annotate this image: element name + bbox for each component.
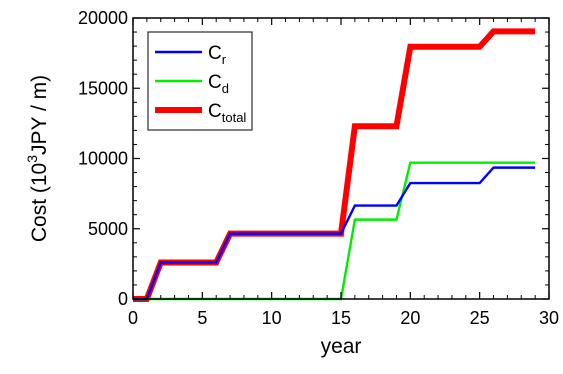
legend-label-main: C xyxy=(208,72,222,93)
x-tick-label: 15 xyxy=(331,308,351,328)
y-tick-label: 5000 xyxy=(88,219,128,239)
y-axis-label-rest: JPY / m) xyxy=(28,75,51,155)
x-tick-label: 5 xyxy=(197,308,207,328)
axes-layer: 0 5 10 15 20 25 30 0 5000 10000 15000 20000 xyxy=(78,8,559,328)
y-axis-label-superscript: 3 xyxy=(24,155,40,163)
legend-label-subscript: d xyxy=(222,81,229,96)
legend-label-subscript: r xyxy=(222,52,227,67)
legend-label-total: Ctotal xyxy=(208,101,246,125)
series-line-c-r xyxy=(133,166,536,301)
y-tick-label: 15000 xyxy=(78,78,128,98)
legend-label-main: C xyxy=(208,43,222,64)
x-tick-label: 20 xyxy=(400,308,420,328)
legend-label-d: Cd xyxy=(208,72,229,96)
x-tick-label: 10 xyxy=(262,308,282,328)
x-tick-label: 25 xyxy=(470,308,490,328)
x-tick-label: 0 xyxy=(128,308,138,328)
y-tick-label: 20000 xyxy=(78,8,128,28)
y-tick-label: 0 xyxy=(118,289,128,309)
y-tick-label: 10000 xyxy=(78,149,128,169)
legend-label-r: Cr xyxy=(208,43,227,67)
x-tick-label: 30 xyxy=(539,308,559,328)
y-axis-label-main: Cost (10 xyxy=(28,163,51,242)
x-axis-label: year xyxy=(321,335,362,358)
y-axis-label: Cost (103JPY / m) xyxy=(24,75,51,242)
legend-label-subscript: total xyxy=(222,110,247,125)
legend-label-main: C xyxy=(208,101,222,122)
